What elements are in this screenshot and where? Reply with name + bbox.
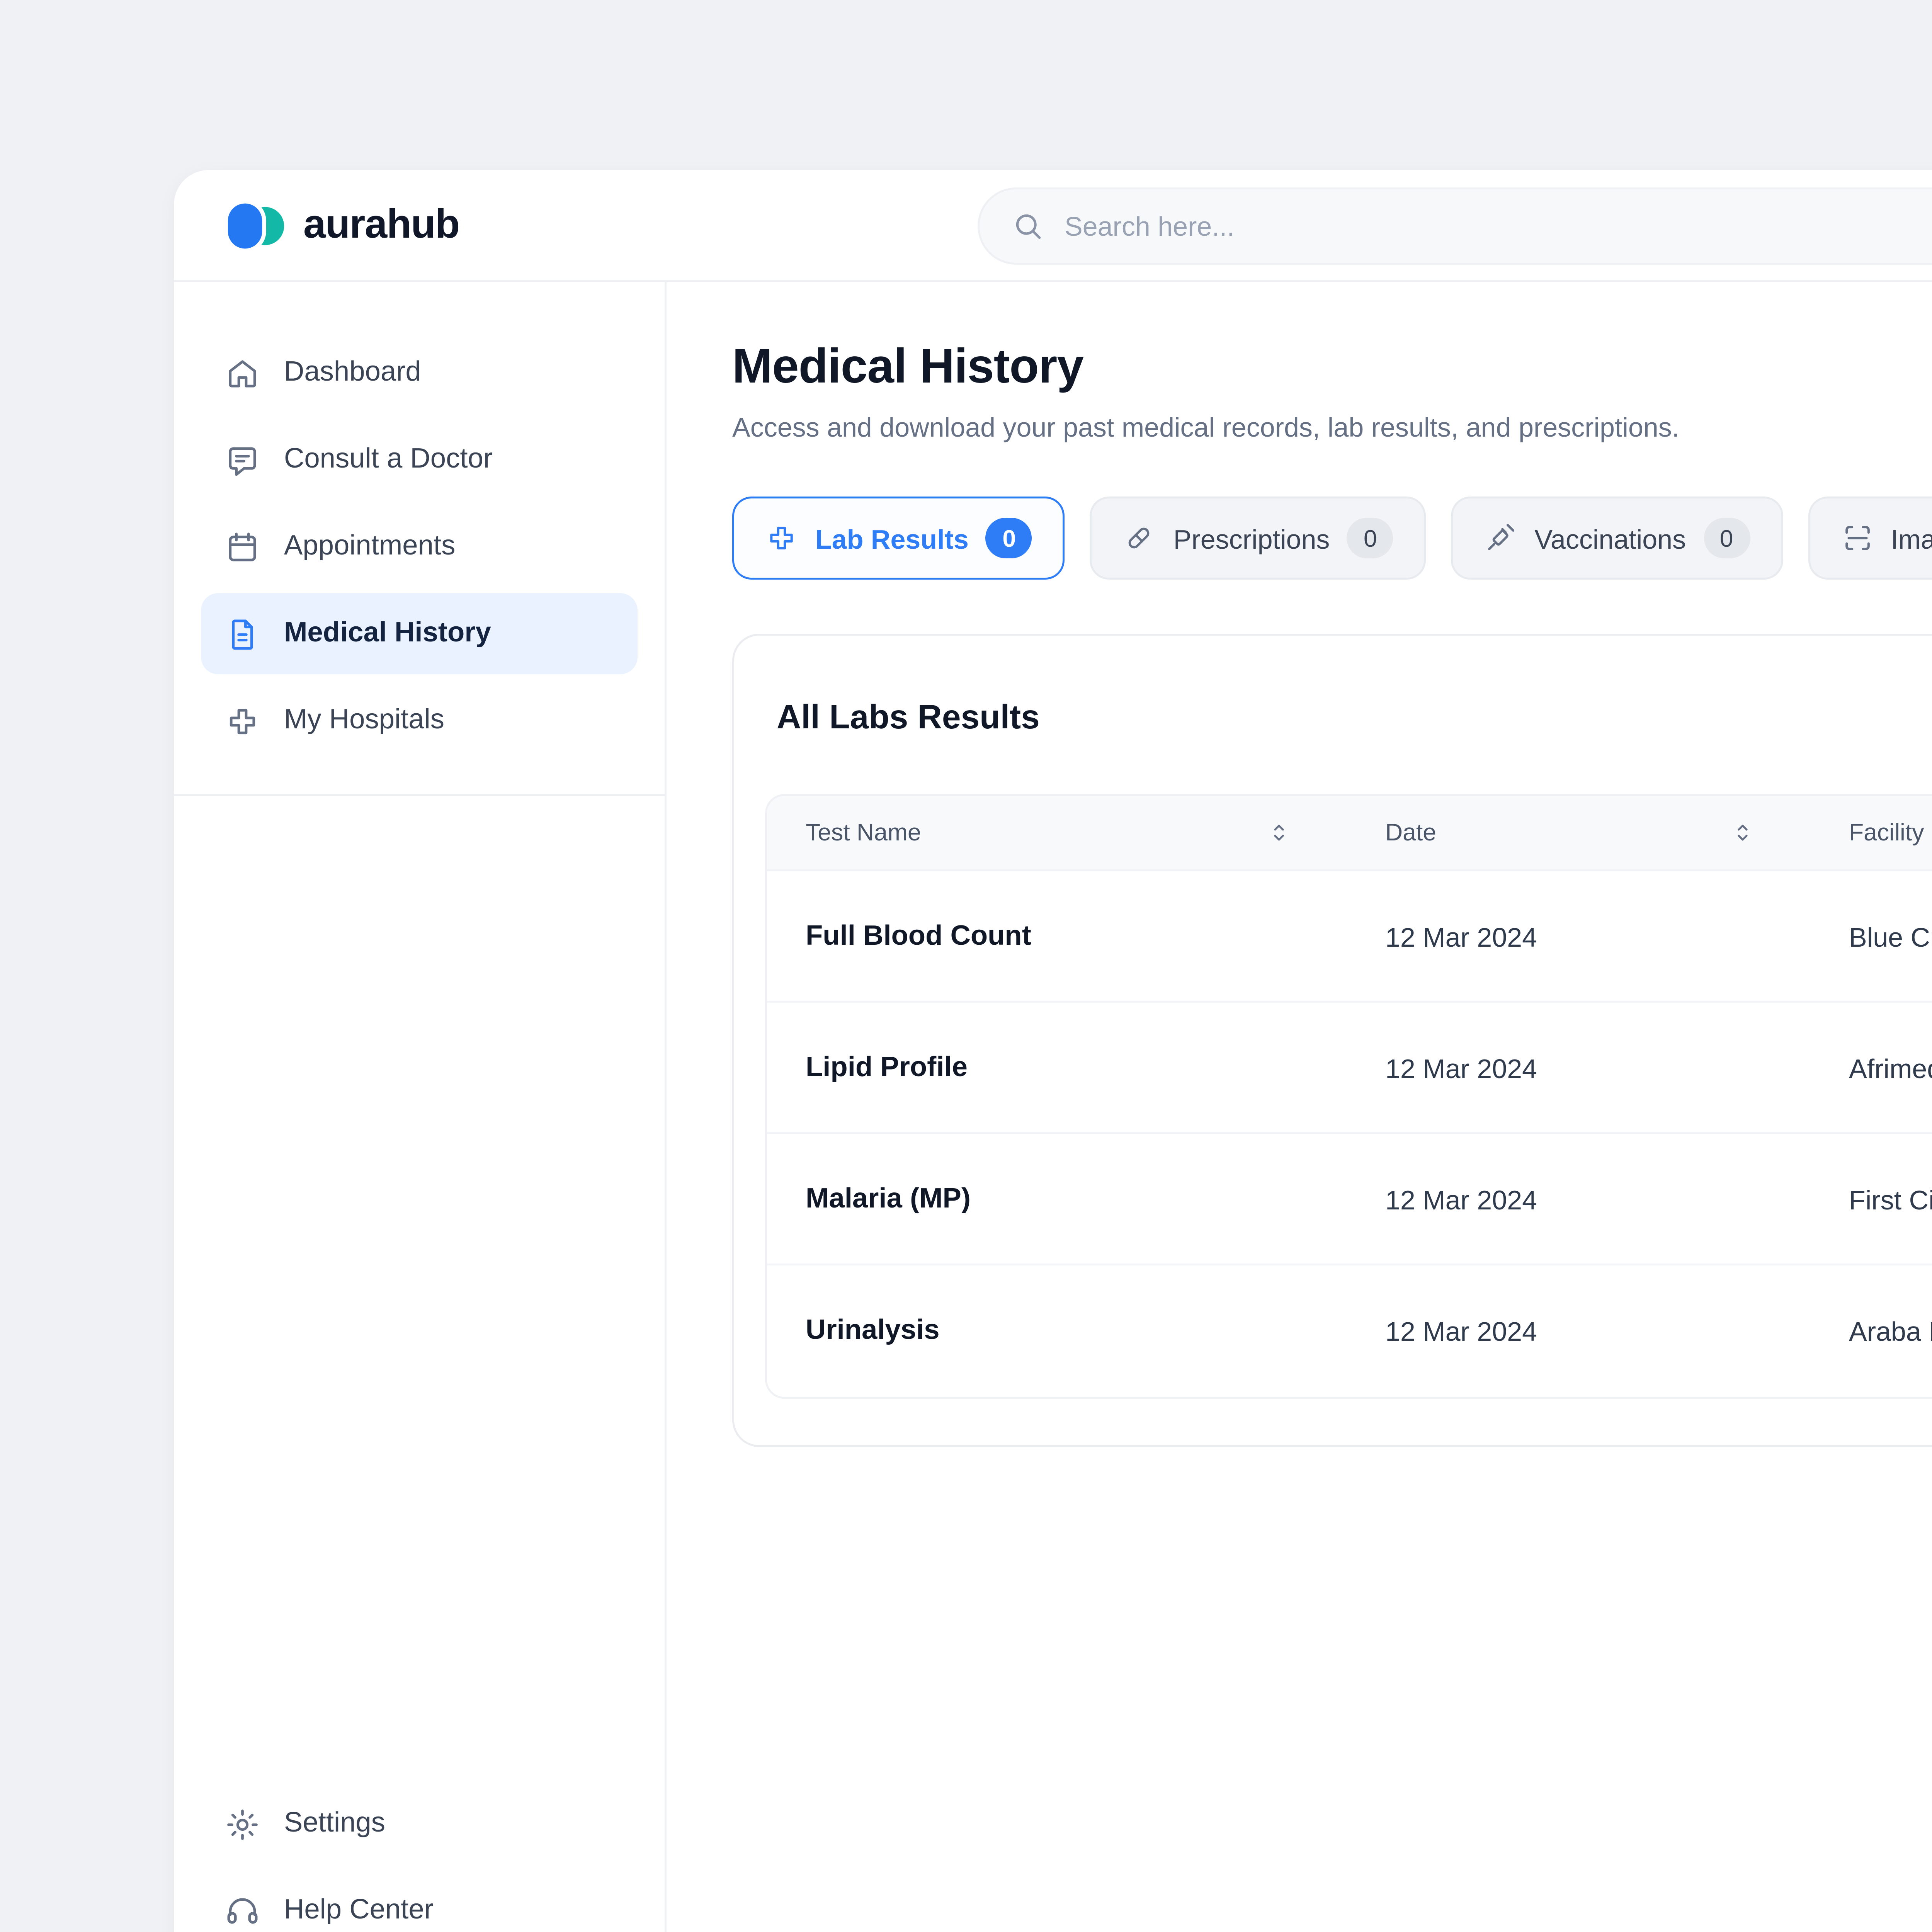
scan-icon bbox=[1840, 522, 1873, 554]
results-card-title: All Labs Results bbox=[777, 696, 1040, 735]
column-label: Test Name bbox=[806, 819, 921, 846]
app-shell: Dashboard Consult a Doctor Appointments … bbox=[174, 282, 1932, 1932]
column-sort-icon[interactable] bbox=[1729, 819, 1756, 846]
all-labs-results-card: All Labs Results Filter bbox=[732, 634, 1932, 1447]
record-type-tabs: Lab Results 0 Prescriptions 0 Vaccinatio… bbox=[732, 497, 1932, 580]
cell-facility: Araba Medical Centre bbox=[1849, 1316, 1932, 1347]
tab-vaccinations[interactable]: Vaccinations 0 bbox=[1451, 497, 1783, 580]
sidebar-item-appointments[interactable]: Appointments bbox=[201, 506, 638, 587]
column-label: Facility bbox=[1849, 819, 1924, 846]
cell-date: 12 Mar 2024 bbox=[1385, 1183, 1537, 1214]
tab-label: Lab Results bbox=[815, 522, 969, 554]
sidebar: Dashboard Consult a Doctor Appointments … bbox=[174, 282, 667, 1932]
table-row: Lipid Profile 12 Mar 2024 Afrimed Specia… bbox=[767, 1003, 1932, 1134]
tab-lab-results[interactable]: Lab Results 0 bbox=[732, 497, 1065, 580]
cell-test-name: Urinalysis bbox=[806, 1316, 940, 1347]
column-header-test-name: Test Name bbox=[806, 819, 1385, 846]
sidebar-item-label: Consult a Doctor bbox=[284, 444, 493, 475]
global-search[interactable] bbox=[978, 186, 1932, 264]
page-header-text: Medical History Access and download your… bbox=[732, 340, 1679, 442]
cell-facility: Blue Cross Hospital bbox=[1849, 920, 1932, 952]
chat-icon bbox=[224, 442, 261, 478]
medical-cross-icon bbox=[224, 702, 261, 739]
sidebar-divider bbox=[174, 794, 665, 796]
sidebar-item-consult-a-doctor[interactable]: Consult a Doctor bbox=[201, 419, 638, 500]
cell-date: 12 Mar 2024 bbox=[1385, 1052, 1537, 1083]
tab-label: Vaccinations bbox=[1534, 522, 1686, 554]
column-header-date: Date bbox=[1385, 819, 1849, 846]
column-sort-icon[interactable] bbox=[1265, 819, 1293, 846]
sidebar-item-my-hospitals[interactable]: My Hospitals bbox=[201, 680, 638, 761]
sidebar-item-settings[interactable]: Settings bbox=[201, 1783, 638, 1864]
tab-count-badge: 0 bbox=[986, 518, 1032, 558]
sidebar-item-dashboard[interactable]: Dashboard bbox=[201, 332, 638, 413]
page-subtitle: Access and download your past medical re… bbox=[732, 412, 1680, 442]
pill-icon bbox=[1123, 522, 1156, 554]
results-card-header: All Labs Results Filter bbox=[734, 636, 1932, 790]
sidebar-item-medical-history[interactable]: Medical History bbox=[201, 593, 638, 674]
page-header: Medical History Access and download your… bbox=[732, 340, 1932, 442]
cell-facility: Afrimed Specialist bbox=[1849, 1052, 1932, 1083]
app-window: aurahub Dashboard bbox=[174, 170, 1932, 1932]
sidebar-item-help-center[interactable]: Help Center bbox=[201, 1870, 638, 1932]
column-header-facility: Facility bbox=[1849, 819, 1932, 846]
sidebar-item-label: My Hospitals bbox=[284, 705, 444, 736]
cell-date: 12 Mar 2024 bbox=[1385, 920, 1537, 952]
sidebar-item-label: Appointments bbox=[284, 531, 456, 562]
sidebar-item-label: Settings bbox=[284, 1808, 386, 1839]
gear-icon bbox=[224, 1806, 261, 1842]
tab-label: Imaging (X-Ray/MRI) bbox=[1891, 522, 1932, 554]
brand-logo: aurahub bbox=[224, 196, 460, 254]
table-row: Malaria (MP) 12 Mar 2024 First City Hosp… bbox=[767, 1134, 1932, 1265]
sidebar-item-label: Medical History bbox=[284, 618, 491, 649]
lab-results-table: Test Name Date Facility bbox=[765, 794, 1932, 1399]
main-content: Medical History Access and download your… bbox=[667, 282, 1932, 1932]
tab-label: Prescriptions bbox=[1173, 522, 1330, 554]
tab-count-badge: 0 bbox=[1347, 518, 1394, 558]
brand-name: aurahub bbox=[303, 202, 460, 247]
column-label: Date bbox=[1385, 819, 1437, 846]
tab-prescriptions[interactable]: Prescriptions 0 bbox=[1090, 497, 1427, 580]
medical-cross-icon bbox=[765, 522, 798, 554]
brand-mark-icon bbox=[224, 198, 284, 252]
cell-test-name: Lipid Profile bbox=[806, 1052, 968, 1083]
headset-icon bbox=[224, 1893, 261, 1929]
top-bar: aurahub bbox=[174, 170, 1932, 282]
page-title: Medical History bbox=[732, 340, 1084, 394]
table-header-row: Test Name Date Facility bbox=[767, 796, 1932, 871]
calendar-icon bbox=[224, 529, 261, 565]
sidebar-item-label: Help Center bbox=[284, 1895, 434, 1926]
tab-count-badge: 0 bbox=[1703, 518, 1750, 558]
table-row: Full Blood Count 12 Mar 2024 Blue Cross … bbox=[767, 871, 1932, 1003]
tab-imaging[interactable]: Imaging (X-Ray/MRI) 0 bbox=[1808, 497, 1932, 580]
cell-facility: First City Hospital bbox=[1849, 1183, 1932, 1214]
cell-date: 12 Mar 2024 bbox=[1385, 1316, 1537, 1347]
cell-test-name: Malaria (MP) bbox=[806, 1183, 971, 1214]
cell-test-name: Full Blood Count bbox=[806, 920, 1031, 952]
global-search-input[interactable] bbox=[1065, 209, 1932, 241]
document-icon bbox=[224, 616, 261, 652]
home-icon bbox=[224, 355, 261, 391]
table-row: Urinalysis 12 Mar 2024 Araba Medical Cen… bbox=[767, 1265, 1932, 1397]
syringe-icon bbox=[1484, 522, 1517, 554]
search-icon bbox=[1010, 208, 1045, 243]
sidebar-item-label: Dashboard bbox=[284, 357, 421, 388]
